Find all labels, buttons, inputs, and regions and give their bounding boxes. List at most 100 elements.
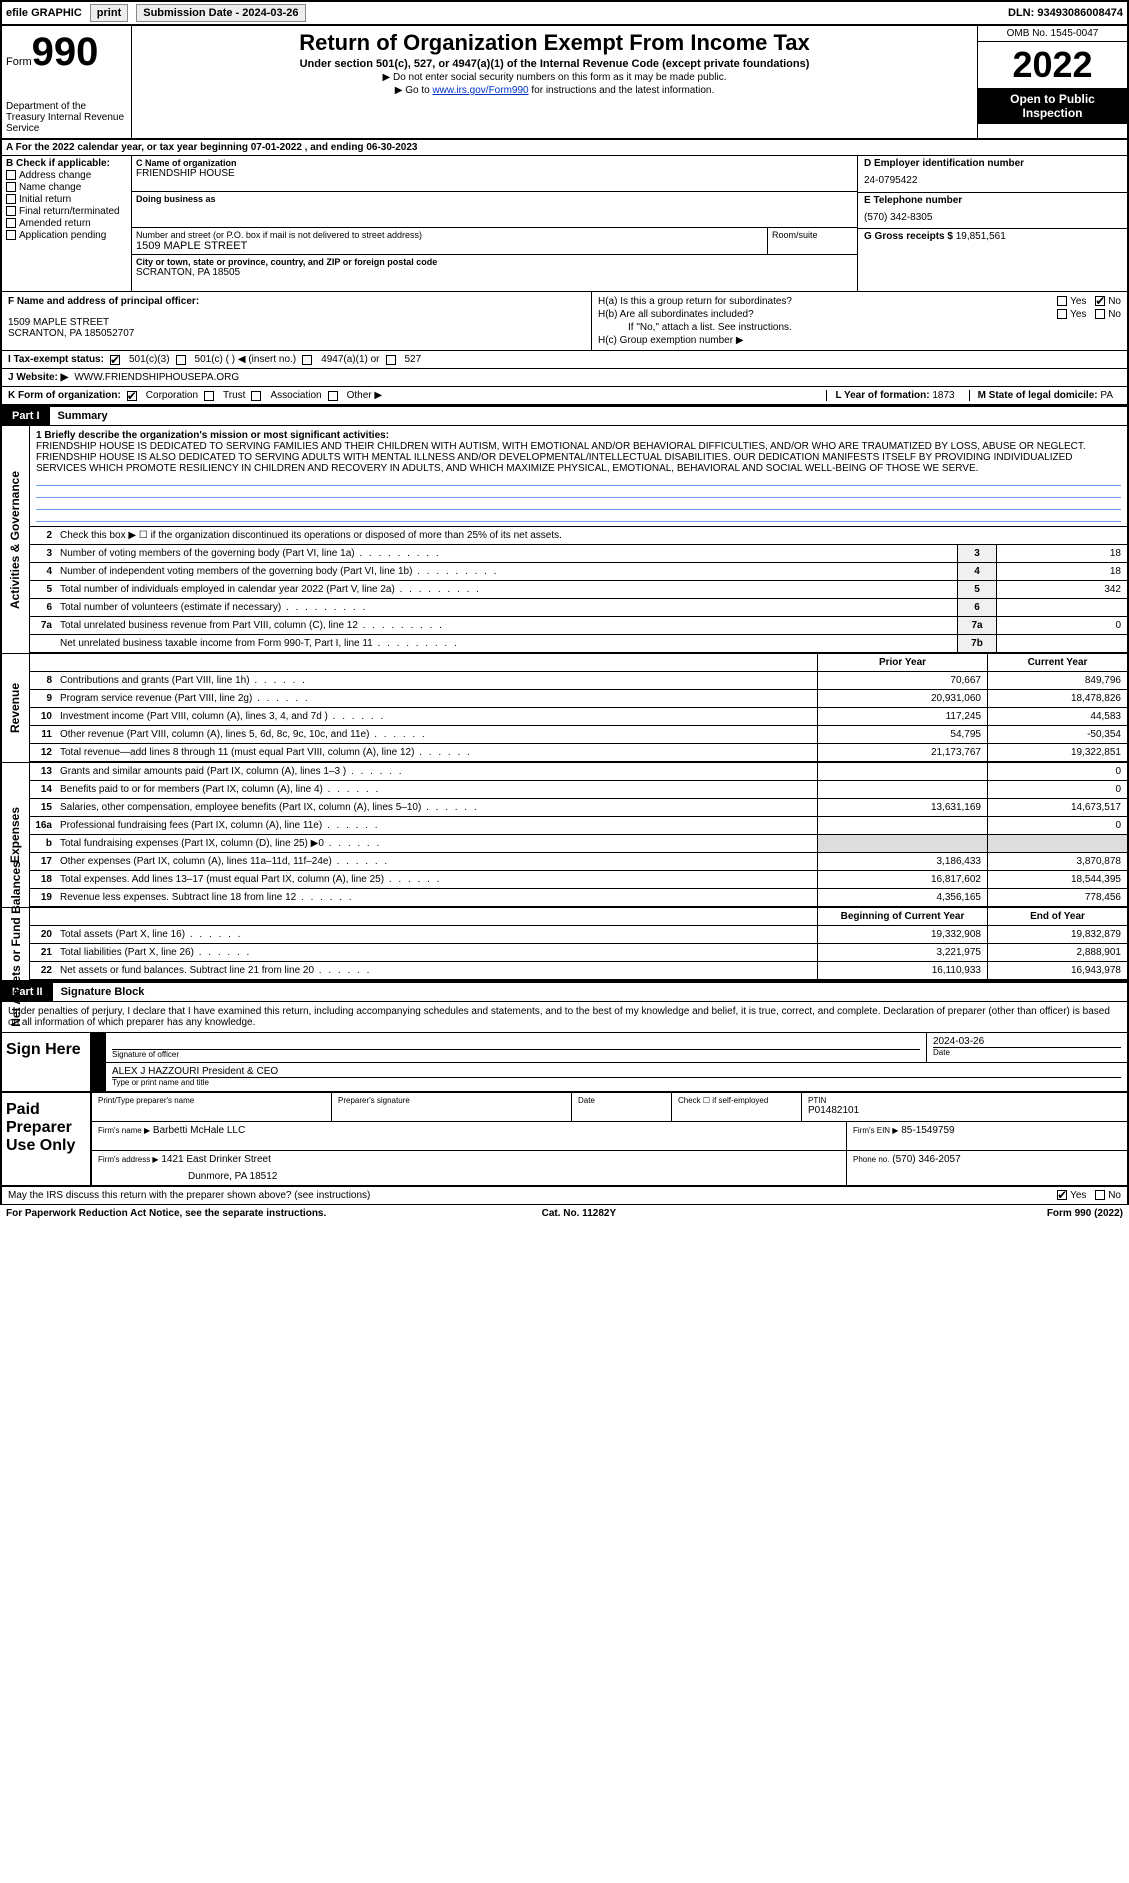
dba-cell: Doing business as [132,192,857,228]
cb-initial-return[interactable]: Initial return [6,194,127,205]
ha-yes[interactable] [1057,296,1067,306]
h-a: H(a) Is this a group return for subordin… [598,296,1121,307]
irs-link[interactable]: www.irs.gov/Form990 [432,85,528,96]
print-button[interactable]: print [90,4,128,22]
cb-name-change[interactable]: Name change [6,182,127,193]
fin-line-15: 15Salaries, other compensation, employee… [30,799,1127,817]
form-title: Return of Organization Exempt From Incom… [138,30,971,56]
hb-yes[interactable] [1057,309,1067,319]
fin-line-9: 9Program service revenue (Part VIII, lin… [30,690,1127,708]
part-2-header: Part II Signature Block [0,982,1129,1002]
cb-4947[interactable] [302,355,312,365]
discuss-yes[interactable] [1057,1190,1067,1200]
fin-line-21: 21Total liabilities (Part X, line 26)3,2… [30,944,1127,962]
sign-here-block: Sign Here Signature of officer 2024-03-2… [0,1033,1129,1093]
part-2-title: Signature Block [53,986,145,998]
section-f: F Name and address of principal officer:… [2,292,592,350]
line-klm: K Form of organization: Corporation Trus… [0,387,1129,406]
cb-trust[interactable] [204,391,214,401]
meta-block: B Check if applicable: Address change Na… [0,156,1129,291]
efile-label: efile GRAPHIC [6,7,82,19]
fin-line-10: 10Investment income (Part VIII, column (… [30,708,1127,726]
line-2: 2 Check this box ▶ ☐ if the organization… [30,527,1127,545]
line-i: I Tax-exempt status: 501(c)(3) 501(c) ( … [0,351,1129,369]
ha-no[interactable] [1095,296,1105,306]
fin-header: Prior Year Current Year [30,654,1127,672]
fin-line-17: 17Other expenses (Part IX, column (A), l… [30,853,1127,871]
cb-527[interactable] [386,355,396,365]
cb-association[interactable] [251,391,261,401]
mission-text: FRIENDSHIP HOUSE IS DEDICATED TO SERVING… [36,441,1121,474]
open-to-public: Open to Public Inspection [978,88,1127,124]
year-formation: L Year of formation: 1873 [826,390,962,401]
part-1-title: Summary [50,410,108,422]
fin-line-8: 8Contributions and grants (Part VIII, li… [30,672,1127,690]
beginning-year-header: Beginning of Current Year [817,908,987,925]
cb-final-return[interactable]: Final return/terminated [6,206,127,217]
gov-line-7a: 7aTotal unrelated business revenue from … [30,617,1127,635]
preparer-name-cell: Print/Type preparer's name [92,1093,332,1121]
title-cell: Return of Organization Exempt From Incom… [132,26,977,138]
form-word: Form [6,56,32,68]
cb-501c[interactable] [176,355,186,365]
form-number: 990 [32,30,99,74]
fin-line-14: 14Benefits paid to or for members (Part … [30,781,1127,799]
paperwork-notice: For Paperwork Reduction Act Notice, see … [6,1208,326,1219]
telephone-cell: E Telephone number (570) 342-8305 [858,192,1127,228]
h-c: H(c) Group exemption number ▶ [598,335,1121,346]
street-cell: Number and street (or P.O. box if mail i… [132,228,767,254]
form-note-2: ▶ Go to www.irs.gov/Form990 for instruct… [138,85,971,96]
gov-line-3: 3Number of voting members of the governi… [30,545,1127,563]
signature-date: 2024-03-26 Date [927,1033,1127,1062]
officer-addr-1: 1509 MAPLE STREET [8,317,585,328]
fin-line-16a: 16aProfessional fundraising fees (Part I… [30,817,1127,835]
bal-header: Beginning of Current Year End of Year [30,908,1127,926]
telephone-value: (570) 342-8305 [864,212,1121,223]
form-note-1: ▶ Do not enter social security numbers o… [138,72,971,83]
gov-line-5: 5Total number of individuals employed in… [30,581,1127,599]
current-year-header: Current Year [987,654,1127,671]
side-tab-balances: Net Assets or Fund Balances [2,908,30,980]
officer-signature: Signature of officer [106,1033,927,1062]
cb-501c3[interactable] [110,355,120,365]
form-subtitle: Under section 501(c), 527, or 4947(a)(1)… [138,58,971,70]
activities-governance-section: Activities & Governance 1 Briefly descri… [0,426,1129,653]
org-name-cell: C Name of organization FRIENDSHIP HOUSE [132,156,857,192]
department-label: Department of the Treasury Internal Reve… [6,101,127,134]
fin-line-12: 12Total revenue—add lines 8 through 11 (… [30,744,1127,762]
ein-cell: D Employer identification number 24-0795… [858,156,1127,192]
cb-address-change[interactable]: Address change [6,170,127,181]
line-a: A For the 2022 calendar year, or tax yea… [0,140,1129,156]
revenue-section: Revenue Prior Year Current Year 8Contrib… [0,653,1129,762]
omb-number: OMB No. 1545-0047 [978,26,1127,42]
preparer-signature-cell: Preparer's signature [332,1093,572,1121]
form-ref: Form 990 (2022) [1047,1208,1123,1219]
submission-date-button[interactable]: Submission Date - 2024-03-26 [136,4,305,22]
cb-corporation[interactable] [127,391,137,401]
hb-no[interactable] [1095,309,1105,319]
website-value: WWW.FRIENDSHIPHOUSEPA.ORG [74,372,239,383]
section-h: H(a) Is this a group return for subordin… [592,292,1127,350]
sign-here-label: Sign Here [2,1033,92,1091]
street-address: 1509 MAPLE STREET [136,240,763,252]
fin-line-13: 13Grants and similar amounts paid (Part … [30,763,1127,781]
fin-line-18: 18Total expenses. Add lines 13–17 (must … [30,871,1127,889]
fin-line-22: 22Net assets or fund balances. Subtract … [30,962,1127,980]
fin-line-b: bTotal fundraising expenses (Part IX, co… [30,835,1127,853]
discuss-no[interactable] [1095,1190,1105,1200]
self-employed-cell: Check ☐ if self-employed [672,1093,802,1121]
officer-addr-2: SCRANTON, PA 185052707 [8,328,585,339]
cb-application-pending[interactable]: Application pending [6,230,127,241]
firm-ein-cell: Firm's EIN ▶ 85-1549759 [847,1122,1127,1150]
fin-line-20: 20Total assets (Part X, line 16)19,332,9… [30,926,1127,944]
section-b: B Check if applicable: Address change Na… [2,156,132,291]
cb-amended-return[interactable]: Amended return [6,218,127,229]
fh-row: F Name and address of principal officer:… [0,291,1129,351]
dln-label: DLN: 93493086008474 [1008,7,1123,19]
footer-line: For Paperwork Reduction Act Notice, see … [0,1205,1129,1222]
section-d: D Employer identification number 24-0795… [857,156,1127,291]
cb-other[interactable] [328,391,338,401]
mission-block: 1 Briefly describe the organization's mi… [30,426,1127,527]
fin-line-19: 19Revenue less expenses. Subtract line 1… [30,889,1127,907]
gov-line-4: 4Number of independent voting members of… [30,563,1127,581]
